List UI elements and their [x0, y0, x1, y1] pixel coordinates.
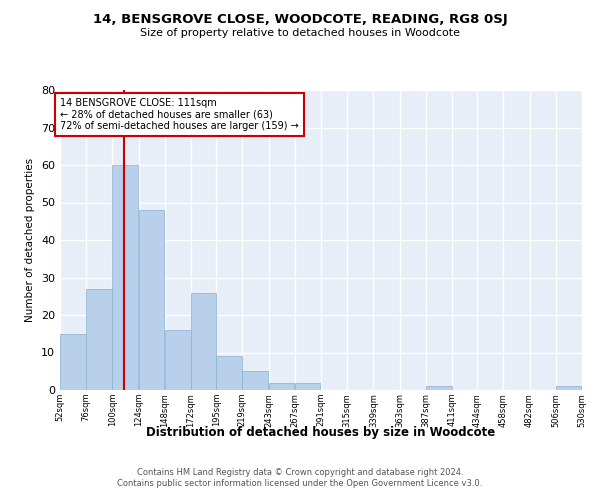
Bar [191, 292, 215, 390]
Text: Contains HM Land Registry data © Crown copyright and database right 2024.
Contai: Contains HM Land Registry data © Crown c… [118, 468, 482, 487]
Bar [86, 289, 112, 390]
Bar [112, 165, 138, 390]
Y-axis label: Number of detached properties: Number of detached properties [25, 158, 35, 322]
Bar [60, 334, 86, 390]
Text: Size of property relative to detached houses in Woodcote: Size of property relative to detached ho… [140, 28, 460, 38]
Bar [165, 330, 191, 390]
Bar [556, 386, 581, 390]
Bar [242, 371, 268, 390]
Bar [139, 210, 164, 390]
Bar [269, 382, 294, 390]
Text: 14, BENSGROVE CLOSE, WOODCOTE, READING, RG8 0SJ: 14, BENSGROVE CLOSE, WOODCOTE, READING, … [92, 12, 508, 26]
Bar [426, 386, 452, 390]
Text: 14 BENSGROVE CLOSE: 111sqm
← 28% of detached houses are smaller (63)
72% of semi: 14 BENSGROVE CLOSE: 111sqm ← 28% of deta… [60, 98, 299, 130]
Text: Distribution of detached houses by size in Woodcote: Distribution of detached houses by size … [146, 426, 496, 439]
Bar [216, 356, 242, 390]
Bar [295, 382, 320, 390]
